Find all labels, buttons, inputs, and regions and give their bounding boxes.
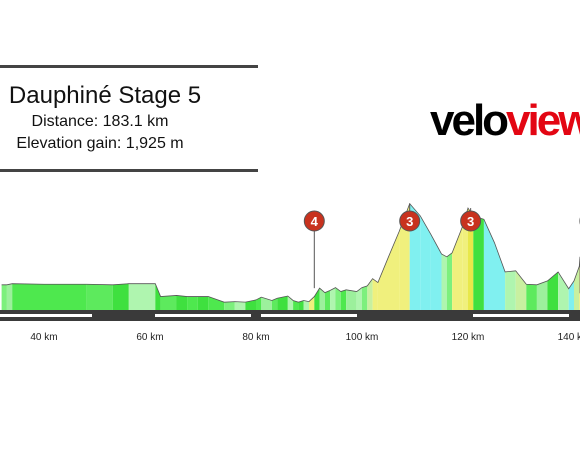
profile-segment bbox=[441, 254, 447, 310]
baseline-white-mark bbox=[261, 314, 357, 317]
stage-distance: Distance: 183.1 km bbox=[31, 113, 169, 130]
profile-segment bbox=[526, 284, 537, 310]
profile-segment bbox=[160, 295, 177, 310]
profile-segment bbox=[420, 215, 431, 310]
profile-segment bbox=[271, 298, 278, 310]
x-tick-label: 120 km bbox=[452, 332, 485, 343]
profile-segment bbox=[277, 296, 288, 310]
profile-segment bbox=[335, 287, 341, 310]
climb-category-label: 4 bbox=[311, 214, 319, 229]
climb-marker[interactable]: 3 bbox=[399, 203, 421, 232]
profile-segment bbox=[309, 296, 315, 310]
profile-segment bbox=[245, 299, 256, 310]
profile-segment bbox=[208, 296, 225, 310]
climb-marker[interactable]: 4 bbox=[303, 210, 325, 289]
profile-outline bbox=[1, 202, 580, 303]
profile-segment bbox=[430, 234, 442, 310]
header-rule-bottom bbox=[0, 169, 258, 172]
x-tick-label: 40 km bbox=[30, 332, 57, 343]
profile-segment bbox=[6, 283, 13, 310]
profile-segment bbox=[176, 295, 188, 310]
profile-segment bbox=[155, 283, 161, 310]
logo-part-view: view bbox=[506, 96, 580, 145]
profile-segment bbox=[367, 278, 373, 310]
x-tick-label: 80 km bbox=[242, 332, 269, 343]
profile-segment bbox=[256, 297, 262, 310]
stage-elevation: Elevation gain: 1,925 m bbox=[16, 135, 184, 152]
profile-segment bbox=[505, 270, 516, 310]
profile-segment bbox=[319, 288, 325, 310]
profile-segment bbox=[224, 301, 235, 310]
baseline-white-mark bbox=[473, 314, 569, 317]
profile-segment bbox=[303, 300, 309, 310]
profile-segment bbox=[1, 284, 7, 310]
climb-marker[interactable]: 3 bbox=[460, 208, 482, 232]
climb-category-label: 3 bbox=[406, 214, 413, 229]
profile-segment bbox=[340, 289, 347, 310]
profile-segment bbox=[377, 256, 389, 310]
profile-segment bbox=[314, 288, 320, 310]
stage-title: Dauphiné Stage 5 bbox=[8, 82, 202, 109]
profile-segment bbox=[128, 283, 156, 310]
profile-segment bbox=[293, 300, 299, 310]
climb-marker-badge bbox=[460, 210, 482, 232]
climb-marker-badge bbox=[303, 210, 325, 232]
veloview-logo[interactable]: veloview bbox=[430, 96, 580, 146]
logo-part-velo: velo bbox=[430, 96, 509, 145]
profile-segments bbox=[1, 203, 580, 310]
profile-segment bbox=[112, 283, 129, 310]
profile-segment bbox=[446, 252, 453, 310]
profile-segment bbox=[234, 301, 246, 310]
profile-segment bbox=[197, 296, 209, 310]
profile-segment bbox=[187, 296, 198, 310]
profile-segment bbox=[462, 208, 468, 310]
profile-segment bbox=[362, 285, 368, 310]
profile-outline-line bbox=[1, 202, 580, 303]
profile-segment bbox=[12, 283, 44, 310]
climb-category-label: 3 bbox=[467, 214, 474, 229]
profile-segment bbox=[568, 280, 574, 310]
x-axis-ticks: 40 km 60 km 80 km 100 km 120 km 140 km bbox=[30, 332, 580, 343]
profile-segment bbox=[346, 289, 357, 310]
profile-segment bbox=[261, 297, 272, 310]
profile-segment bbox=[372, 278, 378, 310]
x-tick-label: 140 km bbox=[558, 332, 580, 343]
profile-segment bbox=[86, 284, 113, 310]
profile-segment bbox=[473, 215, 484, 310]
profile-segment bbox=[483, 219, 495, 310]
profile-segment bbox=[298, 300, 304, 310]
climb-markers: 433S bbox=[303, 203, 580, 289]
x-tick-label: 60 km bbox=[136, 332, 163, 343]
profile-segment bbox=[558, 271, 569, 310]
profile-segment bbox=[515, 270, 527, 310]
profile-segment bbox=[468, 208, 474, 310]
profile-segment bbox=[536, 280, 548, 310]
profile-segment bbox=[547, 271, 559, 310]
climb-marker-badge bbox=[399, 210, 421, 232]
header-rule-top bbox=[0, 65, 258, 68]
profile-segment bbox=[324, 290, 331, 310]
profile-segment bbox=[356, 287, 362, 310]
profile-segment bbox=[494, 242, 506, 310]
baseline-marks bbox=[0, 314, 569, 317]
profile-segment bbox=[330, 287, 336, 310]
baseline-white-mark bbox=[155, 314, 251, 317]
baseline-white-mark bbox=[0, 314, 92, 317]
profile-segment bbox=[44, 284, 87, 310]
x-tick-label: 100 km bbox=[346, 332, 379, 343]
